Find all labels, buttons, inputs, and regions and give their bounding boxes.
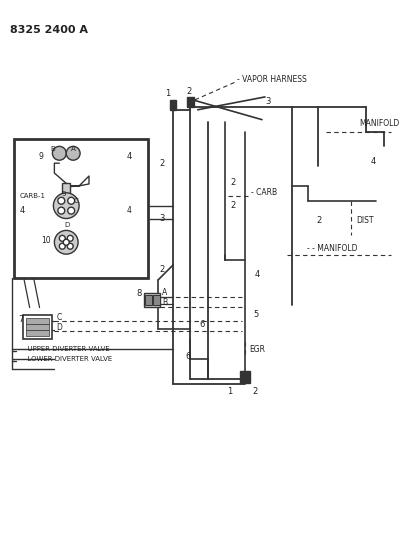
Text: - CARB: - CARB xyxy=(251,188,277,197)
Text: 2: 2 xyxy=(187,87,192,96)
Circle shape xyxy=(67,236,73,241)
Text: 3: 3 xyxy=(265,98,271,107)
Text: A: A xyxy=(71,147,76,152)
Text: A: A xyxy=(162,288,167,297)
Text: 3: 3 xyxy=(159,214,164,223)
Text: - - MANIFOLD: - - MANIFOLD xyxy=(306,244,357,253)
Text: 9: 9 xyxy=(39,152,43,161)
Text: 2: 2 xyxy=(317,216,322,225)
Circle shape xyxy=(63,239,69,245)
Text: 4: 4 xyxy=(371,157,376,166)
Circle shape xyxy=(53,193,79,219)
Text: 6: 6 xyxy=(200,320,205,329)
Text: 2: 2 xyxy=(252,387,257,396)
Bar xyxy=(170,100,177,110)
Bar xyxy=(240,371,250,383)
Text: EGR: EGR xyxy=(249,344,265,353)
Circle shape xyxy=(68,197,75,204)
Circle shape xyxy=(59,236,65,241)
Bar xyxy=(26,330,49,336)
Text: - VAPOR HARNESS: - VAPOR HARNESS xyxy=(237,75,307,84)
Text: - - LOWER DIVERTER VALVE: - - LOWER DIVERTER VALVE xyxy=(18,356,112,362)
Text: 1: 1 xyxy=(165,90,171,99)
Circle shape xyxy=(58,207,65,214)
Text: D: D xyxy=(56,323,62,332)
Bar xyxy=(14,140,149,278)
Text: CARB-1: CARB-1 xyxy=(20,193,46,199)
Circle shape xyxy=(58,197,65,204)
Text: 9: 9 xyxy=(61,191,66,197)
Text: B: B xyxy=(51,147,55,152)
Bar xyxy=(187,97,194,107)
Text: 4: 4 xyxy=(255,270,260,279)
Text: 10: 10 xyxy=(42,236,51,245)
Text: 2: 2 xyxy=(159,265,164,274)
Text: 8: 8 xyxy=(136,289,142,298)
Bar xyxy=(26,318,49,325)
Text: 2: 2 xyxy=(231,179,236,188)
Text: C: C xyxy=(73,198,78,204)
Text: C: C xyxy=(56,313,62,322)
Text: DIST: DIST xyxy=(356,216,373,225)
Bar xyxy=(153,295,160,304)
Text: 6: 6 xyxy=(185,352,190,361)
Circle shape xyxy=(68,207,75,214)
Text: B: B xyxy=(162,298,167,307)
Text: - - UPPER DIVERTER VALVE: - - UPPER DIVERTER VALVE xyxy=(18,346,109,352)
Circle shape xyxy=(59,243,65,249)
Text: MANIFOLD: MANIFOLD xyxy=(359,119,399,128)
Text: 2: 2 xyxy=(159,159,164,168)
Text: D: D xyxy=(64,222,69,229)
Bar xyxy=(144,293,160,306)
Text: 2: 2 xyxy=(231,201,236,210)
Bar xyxy=(145,295,152,304)
Bar xyxy=(23,316,52,339)
Text: 8325 2400 A: 8325 2400 A xyxy=(10,25,88,35)
Text: 7: 7 xyxy=(18,315,23,324)
Text: 4: 4 xyxy=(126,152,132,161)
Circle shape xyxy=(67,243,73,249)
Text: 4: 4 xyxy=(126,206,131,215)
Bar xyxy=(26,325,49,330)
Circle shape xyxy=(54,230,78,254)
Circle shape xyxy=(66,147,80,160)
Text: 5: 5 xyxy=(253,310,258,319)
Text: 4: 4 xyxy=(20,206,25,215)
Bar xyxy=(62,183,70,195)
Circle shape xyxy=(52,147,66,160)
Text: 1: 1 xyxy=(227,387,233,396)
